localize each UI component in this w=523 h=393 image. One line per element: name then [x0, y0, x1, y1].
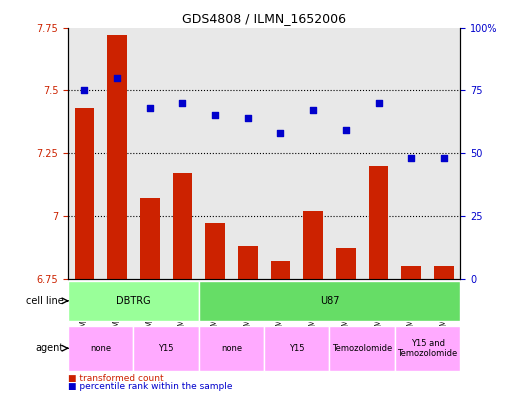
Bar — [238, 246, 257, 393]
Point — [407, 155, 415, 161]
Bar — [336, 248, 356, 393]
FancyBboxPatch shape — [199, 281, 460, 321]
Text: U87: U87 — [320, 296, 339, 306]
Point — [440, 155, 448, 161]
Bar — [434, 266, 453, 393]
Point — [276, 130, 285, 136]
Point — [309, 107, 317, 114]
Point — [211, 112, 219, 119]
Point — [178, 100, 187, 106]
Text: Y15: Y15 — [289, 344, 304, 353]
Text: none: none — [221, 344, 242, 353]
FancyBboxPatch shape — [329, 326, 395, 371]
FancyBboxPatch shape — [395, 326, 460, 371]
Bar — [402, 266, 421, 393]
Text: agent: agent — [36, 343, 64, 353]
Bar — [140, 198, 160, 393]
FancyBboxPatch shape — [68, 281, 199, 321]
Bar — [271, 261, 290, 393]
Text: none: none — [90, 344, 111, 353]
Bar — [173, 173, 192, 393]
Text: Y15: Y15 — [158, 344, 174, 353]
Bar — [74, 108, 94, 393]
Point — [80, 87, 88, 94]
Bar — [107, 35, 127, 393]
Bar — [369, 165, 388, 393]
Text: Y15 and
Temozolomide: Y15 and Temozolomide — [397, 338, 458, 358]
FancyBboxPatch shape — [264, 326, 329, 371]
Text: ■ percentile rank within the sample: ■ percentile rank within the sample — [68, 382, 233, 391]
Point — [342, 127, 350, 134]
Text: ■ transformed count: ■ transformed count — [68, 374, 164, 383]
FancyBboxPatch shape — [199, 326, 264, 371]
Point — [374, 100, 383, 106]
FancyBboxPatch shape — [133, 326, 199, 371]
Bar — [206, 223, 225, 393]
Title: GDS4808 / ILMN_1652006: GDS4808 / ILMN_1652006 — [182, 12, 346, 25]
Text: cell line: cell line — [26, 296, 64, 306]
Bar — [303, 211, 323, 393]
Point — [244, 115, 252, 121]
Point — [145, 105, 154, 111]
Text: Temozolomide: Temozolomide — [332, 344, 392, 353]
FancyBboxPatch shape — [68, 326, 133, 371]
Text: DBTRG: DBTRG — [116, 296, 151, 306]
Point — [113, 75, 121, 81]
